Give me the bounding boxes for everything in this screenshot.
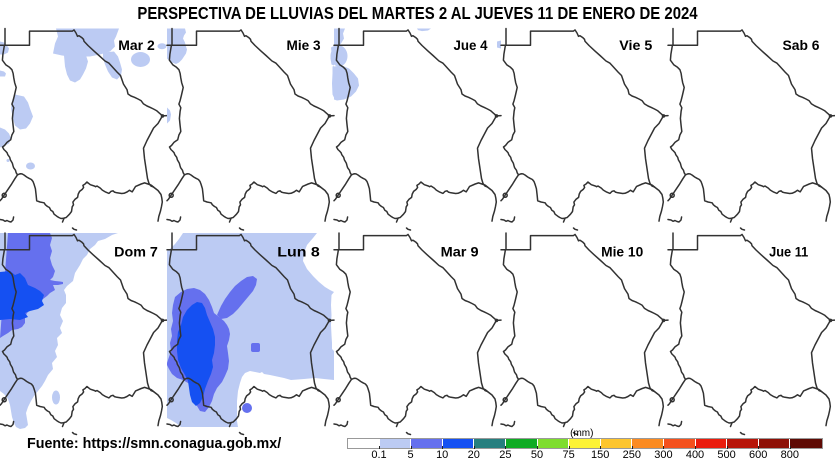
svg-text:Mie 3: Mie 3 [287, 37, 321, 53]
svg-text:Mar 2: Mar 2 [118, 37, 155, 53]
svg-text:Jue 4: Jue 4 [454, 37, 488, 53]
svg-text:Jue 11: Jue 11 [769, 244, 808, 260]
svg-text:Sab 6: Sab 6 [783, 37, 820, 53]
svg-text:Mar 9: Mar 9 [441, 244, 479, 260]
svg-text:Dom 7: Dom 7 [114, 244, 158, 260]
svg-text:Mie 10: Mie 10 [601, 244, 643, 260]
svg-text:Lun 8: Lun 8 [277, 244, 320, 260]
svg-text:Vie 5: Vie 5 [619, 37, 652, 53]
